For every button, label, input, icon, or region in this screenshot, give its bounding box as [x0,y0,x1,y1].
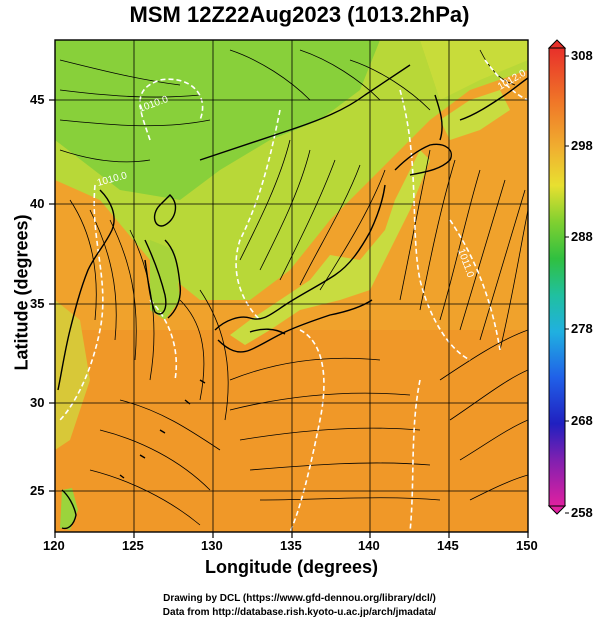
y-axis-label: Latitude (degrees) [11,214,32,371]
y-tick-label: 45 [30,92,45,107]
map-title: MSM 12Z22Aug2023 (1013.2hPa) [129,2,470,27]
isobars [59,59,528,532]
colorbar [547,39,569,515]
x-tick-label: 140 [358,538,380,553]
y-tick-label: 25 [30,483,45,498]
x-tick-marks [54,532,529,538]
x-tick-label: 145 [437,538,459,553]
colorbar-tick-label: 268 [571,413,593,428]
colorbar-tick-label: 278 [571,321,593,336]
colorbar-tick-label: 308 [571,48,593,63]
colorbar-scale [548,47,566,507]
x-axis-label: Longitude (degrees) [204,557,378,577]
coastlines [57,64,528,530]
x-tick-label: 150 [516,538,538,553]
y-tick-label: 30 [30,395,45,410]
y-tick-label: 35 [30,296,45,311]
y-tick-label: 40 [30,196,45,211]
credit-data: Data from http://database.rish.kyoto-u.a… [162,607,437,618]
y-tick-marks [49,99,55,492]
x-tick-label: 130 [201,538,223,553]
colorbar-bottom-arrow [547,505,567,515]
colorbar-top-arrow [547,39,567,49]
colorbar-tick-label: 298 [571,138,593,153]
colorbar-tick-label: 288 [571,229,593,244]
temperature-field [55,40,528,532]
x-tick-label: 125 [122,538,144,553]
x-tick-label: 135 [280,538,302,553]
credit-drawing: Drawing by DCL (https://www.gfd-dennou.o… [163,593,436,604]
grid-lines [55,40,528,532]
x-tick-label: 120 [43,538,65,553]
colorbar-tick-label: 258 [571,505,593,520]
streamlines [59,49,528,526]
